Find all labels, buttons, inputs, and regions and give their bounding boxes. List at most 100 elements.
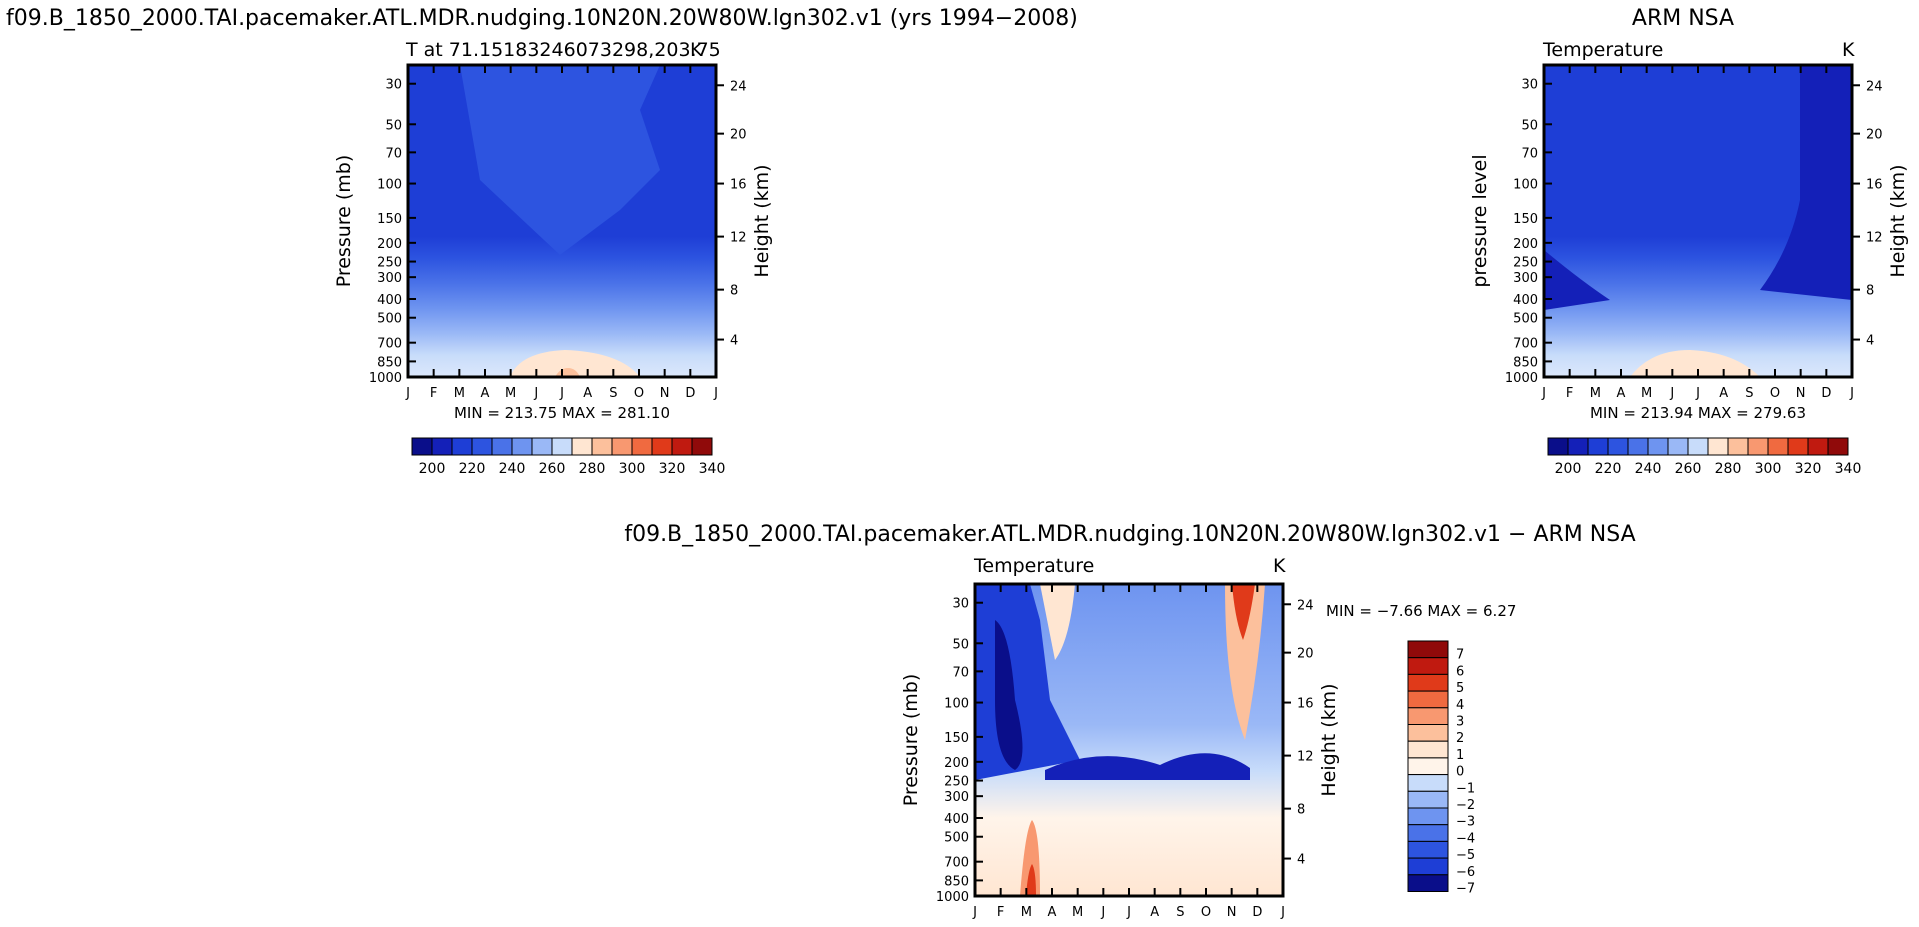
month-tick-label: O (634, 386, 644, 401)
colorbar-swatch (1407, 807, 1449, 826)
month-tick-label: F (997, 905, 1004, 920)
colorbar-swatch (1687, 437, 1709, 456)
month-tick-label: J (713, 386, 718, 401)
month-tick-label: J (1100, 905, 1105, 920)
month-tick-label: S (1176, 905, 1184, 920)
colorbar-swatch (651, 437, 673, 456)
colorbar-label: 260 (539, 461, 566, 477)
month-tick-label: M (1021, 905, 1032, 920)
month-tick-label: A (1150, 905, 1159, 920)
colorbar-swatch (451, 437, 473, 456)
month-tick-label: O (1770, 386, 1780, 401)
height-tick-label: 16 (1866, 178, 1883, 193)
subtitle-right: K (1273, 555, 1286, 577)
colorbar-swatch (631, 437, 653, 456)
pressure-tick-label: 700 (1513, 337, 1538, 352)
pressure-tick-label: 850 (944, 874, 969, 889)
pressure-tick-label: 70 (385, 146, 402, 161)
colorbar-swatch (691, 437, 713, 456)
month-tick-label: J (405, 386, 410, 401)
contour-band-upper-light (460, 65, 660, 255)
colorbar-label: 220 (459, 461, 486, 477)
month-tick-label: A (1617, 386, 1626, 401)
y-axis-right-label: Height (km) (751, 164, 773, 277)
subtitle-left: Temperature (973, 555, 1094, 577)
month-tick-label: F (430, 386, 437, 401)
panel-title: f09.B_1850_2000.TAI.pacemaker.ATL.MDR.nu… (624, 522, 1635, 547)
minmax-text: MIN = 213.75 MAX = 281.10 (454, 404, 670, 422)
pressure-tick-label: 30 (1521, 78, 1538, 93)
minmax-text: MIN = −7.66 MAX = 6.27 (1326, 602, 1516, 620)
minmax-text: MIN = 213.94 MAX = 279.63 (1590, 404, 1806, 422)
colorbar-swatch (1607, 437, 1629, 456)
pressure-tick-label: 850 (1513, 355, 1538, 370)
pressure-tick-label: 100 (377, 178, 402, 193)
colorbar-label: −2 (1456, 798, 1475, 813)
height-tick-label: 20 (1866, 128, 1883, 143)
month-tick-label: D (1821, 386, 1831, 401)
colorbar-legend: 200 220 240 260 280 300 320 340 (411, 437, 725, 477)
colorbar-swatch (1787, 437, 1809, 456)
month-tick-label: J (533, 386, 538, 401)
pressure-tick-label: 50 (1521, 118, 1538, 133)
pressure-tick-label: 200 (377, 237, 402, 252)
colorbar-label: −3 (1456, 815, 1475, 830)
colorbar-label: 1 (1456, 748, 1464, 763)
height-tick-label: 4 (730, 334, 738, 349)
height-tick-label: 12 (730, 231, 747, 246)
height-tick-label: 20 (730, 128, 747, 143)
colorbar-label: 240 (499, 461, 526, 477)
colorbar-label: 300 (619, 461, 646, 477)
pressure-tick-label: 300 (1513, 271, 1538, 286)
pressure-tick-label: 50 (952, 637, 969, 652)
contour-band-upper-dark-right (1760, 65, 1852, 300)
y-axis-right-label: Height (km) (1887, 164, 1909, 277)
colorbar-swatch (1747, 437, 1769, 456)
month-tick-label: N (660, 386, 670, 401)
colorbar-swatch (1407, 707, 1449, 725)
colorbar-swatch (1807, 437, 1829, 456)
month-tick-label: N (1796, 386, 1806, 401)
colorbar-swatch (1707, 437, 1729, 456)
contour-field (975, 584, 1283, 896)
colorbar-swatch (671, 437, 693, 456)
height-tick-label: 24 (730, 79, 747, 94)
month-tick-label: J (559, 386, 564, 401)
y-axis-right-label: Height (km) (1318, 683, 1340, 796)
temperature-panel-obs: ARM NSA Temperature K 30 50 70 100 150 200 250… (1469, 6, 1909, 477)
colorbar-swatch (1407, 757, 1449, 776)
pressure-tick-label: 400 (944, 812, 969, 827)
month-tick-label: N (1227, 905, 1237, 920)
height-tick-label: 8 (1297, 803, 1305, 818)
colorbar-swatch (1407, 857, 1449, 876)
pressure-tick-label: 250 (944, 775, 969, 790)
height-tick-label: 16 (1297, 697, 1314, 712)
month-tick-label: J (1669, 386, 1674, 401)
colorbar-swatch (1407, 824, 1449, 842)
colorbar-swatch (1667, 437, 1689, 456)
colorbar-swatch (1407, 690, 1449, 709)
height-tick-label: 4 (1297, 853, 1305, 868)
contour-field (1544, 65, 1852, 377)
contour-band-cold-200mb (1045, 753, 1250, 780)
pressure-tick-label: 200 (944, 756, 969, 771)
month-tick-label: D (685, 386, 695, 401)
colorbar-swatch (1407, 673, 1449, 692)
colorbar-swatch (611, 437, 633, 456)
month-tick-label: S (609, 386, 617, 401)
colorbar-label: 2 (1456, 731, 1464, 746)
month-tick-label: S (1745, 386, 1753, 401)
colorbar-label: 280 (1715, 461, 1742, 477)
pressure-tick-label: 50 (385, 118, 402, 133)
colorbar-label: 200 (1555, 461, 1582, 477)
pressure-tick-label: 400 (1513, 293, 1538, 308)
colorbar-swatch (531, 437, 553, 456)
colorbar-label: 7 (1456, 648, 1464, 663)
month-tick-label: J (1126, 905, 1131, 920)
colorbar-swatch (1407, 774, 1449, 792)
